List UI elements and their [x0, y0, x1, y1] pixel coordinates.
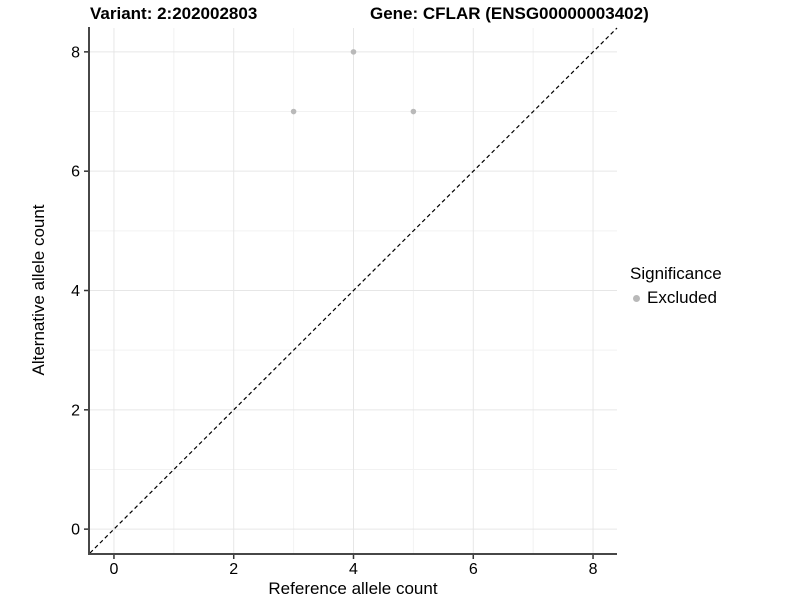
y-tick-label: 6: [71, 164, 80, 181]
x-tick-label: 6: [469, 561, 478, 578]
y-tick-label: 4: [71, 283, 80, 300]
y-tick-label: 2: [71, 402, 80, 419]
legend: Significance Excluded: [630, 264, 722, 308]
x-axis-title: Reference allele count: [268, 579, 437, 598]
y-axis-title: Alternative allele count: [29, 204, 48, 375]
plot-title-gene: Gene: CFLAR (ENSG00000003402): [370, 4, 649, 23]
legend-entry-label: Excluded: [647, 288, 717, 307]
data-point: [290, 108, 297, 115]
x-tick-label: 2: [229, 561, 238, 578]
data-point: [410, 108, 417, 115]
identity-reference-line: [89, 27, 618, 554]
plot-title-variant: Variant: 2:202002803: [90, 4, 258, 23]
y-tick-label: 0: [71, 522, 80, 539]
legend-title: Significance: [630, 264, 722, 283]
x-tick-label: 4: [349, 561, 358, 578]
data-point: [350, 49, 357, 55]
y-tick-label: 8: [71, 44, 80, 61]
x-tick-label: 0: [110, 561, 119, 578]
x-tick-label: 8: [589, 561, 598, 578]
legend-entry-excluded: Excluded: [630, 288, 722, 308]
excluded-marker-icon: [633, 294, 640, 302]
